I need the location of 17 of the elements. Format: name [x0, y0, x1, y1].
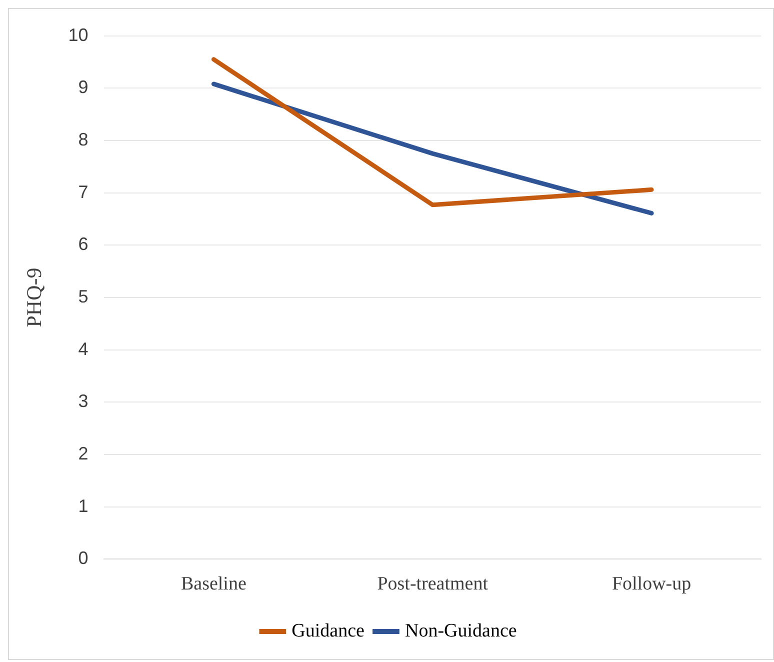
y-tick-label: 0	[78, 548, 88, 568]
x-tick-label: Follow-up	[612, 574, 692, 595]
y-tick-label: 3	[78, 391, 88, 412]
x-tick-label: Post-treatment	[377, 574, 489, 595]
y-tick-label: 4	[78, 338, 88, 359]
y-tick-label: 1	[78, 496, 88, 516]
y-tick-label: 6	[78, 234, 88, 254]
y-tick-label: 5	[78, 286, 88, 306]
y-tick-label: 7	[78, 182, 88, 202]
y-tick-label: 10	[68, 24, 88, 45]
y-axis-title: PHQ-9	[22, 268, 46, 328]
legend-label: Non-Guidance	[404, 620, 517, 642]
x-tick-label: Baseline	[180, 574, 246, 595]
y-tick-label: 8	[78, 129, 88, 150]
y-tick-label: 2	[78, 443, 88, 464]
legend-label: Guidance	[292, 620, 364, 642]
y-tick-label: 9	[78, 77, 88, 98]
